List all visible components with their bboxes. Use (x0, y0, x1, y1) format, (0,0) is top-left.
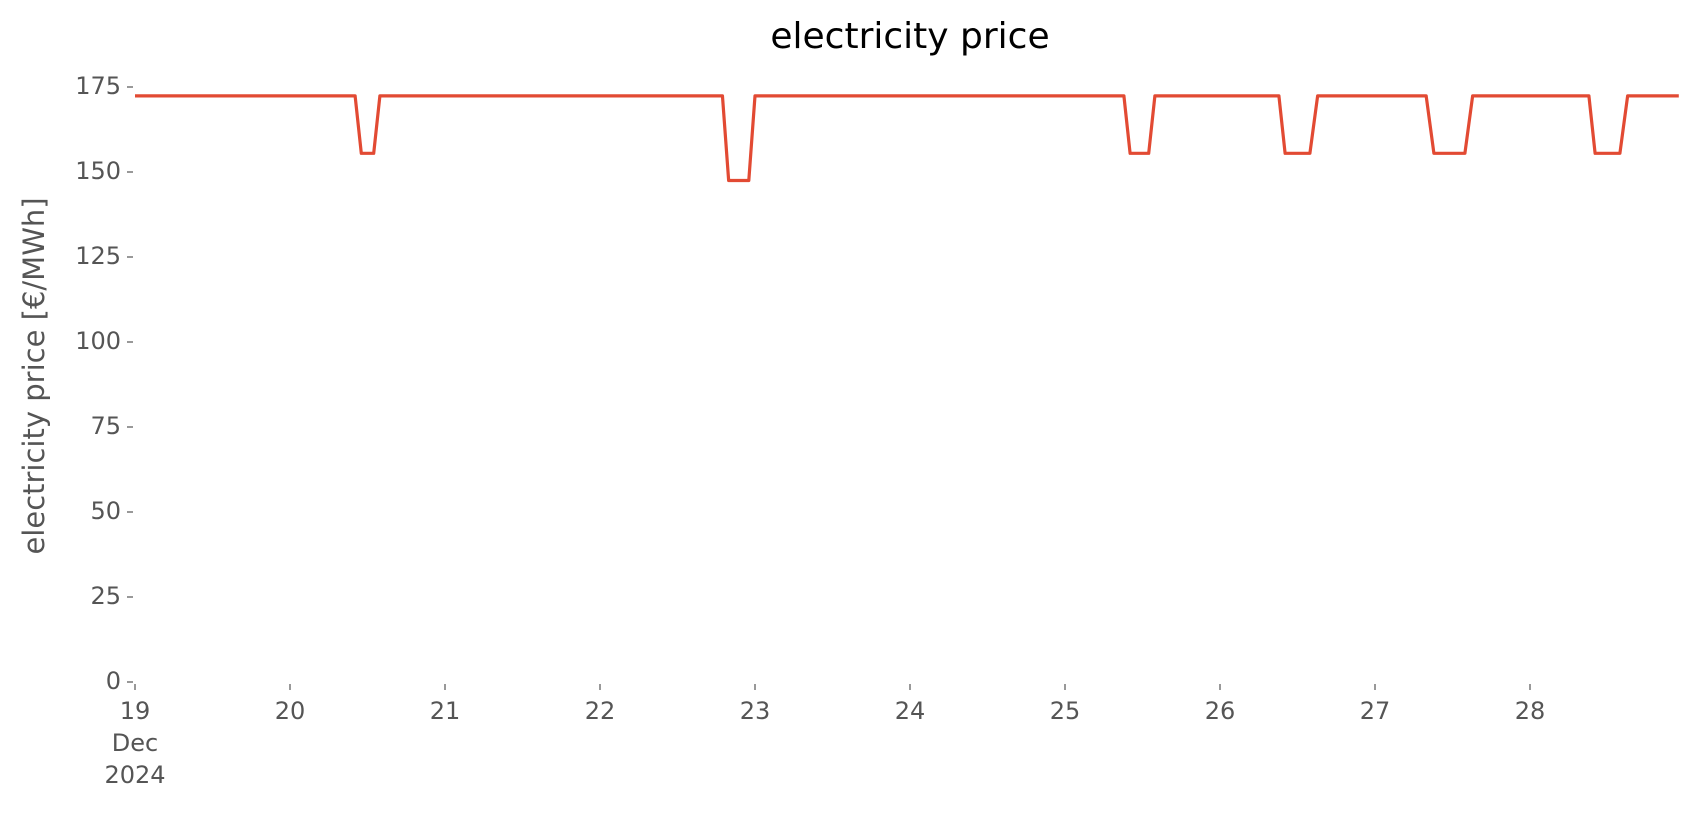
y-axis-label: electricity price [€/MWh] (17, 197, 51, 554)
x-tick-sublabel: Dec (112, 729, 158, 757)
y-tick-label: 25 (90, 582, 121, 610)
y-tick-label: 0 (106, 667, 121, 695)
chart-title: electricity price (770, 16, 1049, 57)
y-tick-label: 50 (90, 497, 121, 525)
x-tick-label: 25 (1050, 697, 1081, 725)
y-tick-label: 150 (75, 157, 121, 185)
x-tick-label: 22 (585, 697, 616, 725)
x-tick-label: 20 (275, 697, 306, 725)
line-series (135, 94, 1679, 183)
x-tick-label: 26 (1205, 697, 1236, 725)
y-tick-label: 125 (75, 242, 121, 270)
y-tick-label: 100 (75, 327, 121, 355)
y-tick-label: 175 (75, 72, 121, 100)
x-tick-label: 27 (1360, 697, 1391, 725)
y-tick-label: 75 (90, 412, 121, 440)
x-tick-label: 19 (120, 697, 151, 725)
x-tick-label: 24 (895, 697, 926, 725)
x-tick-label: 21 (430, 697, 461, 725)
x-tick-label: 28 (1515, 697, 1546, 725)
x-tick-label: 23 (740, 697, 771, 725)
x-tick-sublabel: 2024 (104, 761, 165, 789)
